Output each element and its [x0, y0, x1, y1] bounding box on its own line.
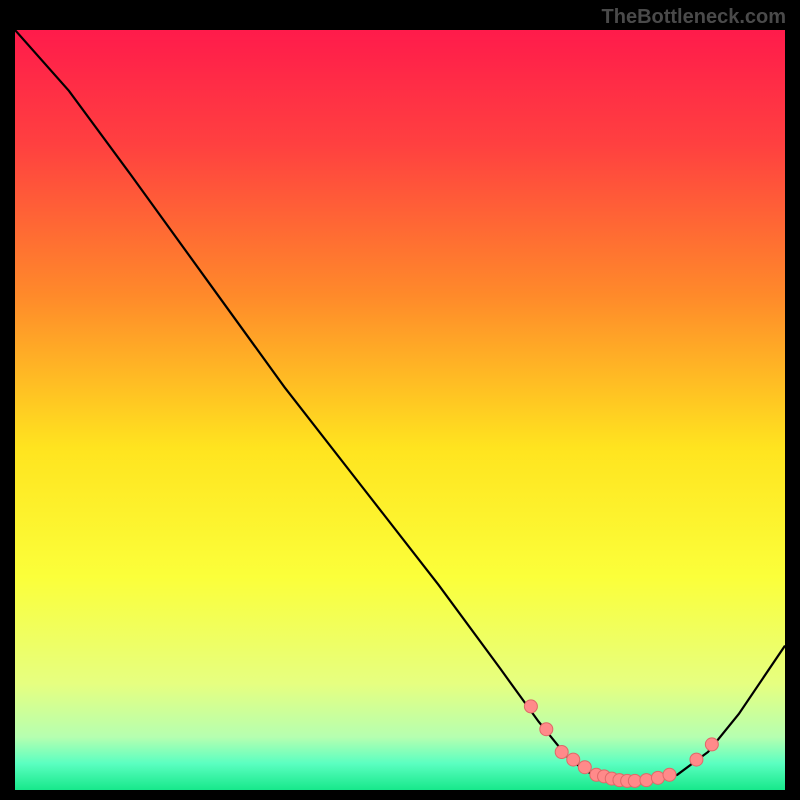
curve-marker	[690, 753, 703, 766]
watermark-text: TheBottleneck.com	[602, 6, 786, 29]
curve-marker	[524, 700, 537, 713]
curve-marker	[663, 768, 676, 781]
curve-marker	[567, 753, 580, 766]
marker-group	[524, 700, 718, 787]
curve-marker	[555, 746, 568, 759]
bottleneck-curve	[15, 30, 785, 782]
curve-marker	[640, 774, 653, 787]
curve-marker	[540, 723, 553, 736]
curve-marker	[628, 774, 641, 787]
curve-marker	[705, 738, 718, 751]
curve-marker	[578, 761, 591, 774]
plot-area	[15, 30, 785, 790]
chart-container: TheBottleneck.com	[0, 0, 800, 800]
curve-layer	[15, 30, 785, 790]
curve-marker	[651, 771, 664, 784]
